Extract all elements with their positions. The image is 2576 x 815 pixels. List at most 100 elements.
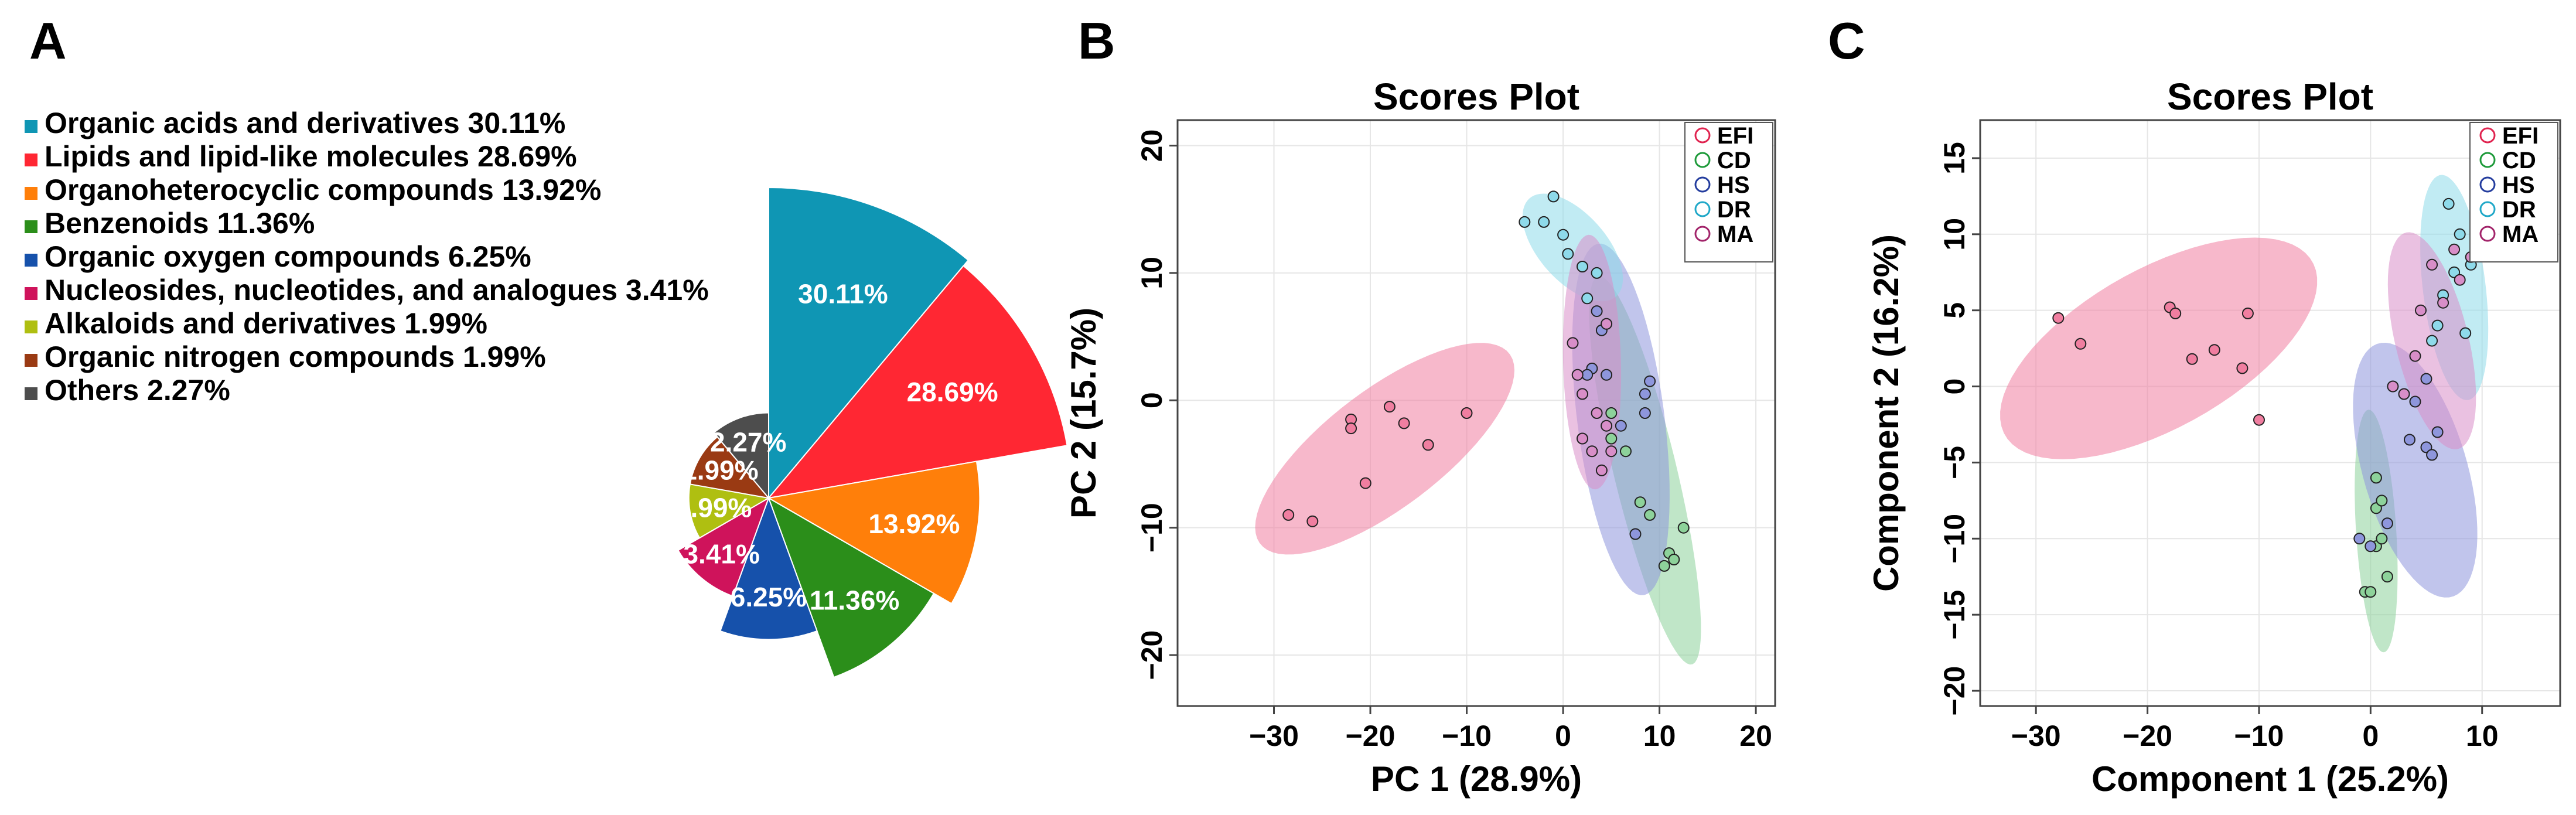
point-hs xyxy=(2353,533,2366,545)
point-cd xyxy=(2376,495,2388,507)
plot-title: Scores Plot xyxy=(2167,76,2373,118)
point-efi xyxy=(1306,515,1319,527)
point-efi xyxy=(1359,477,1371,489)
point-ma xyxy=(1605,445,1618,458)
y-tick-label: 5 xyxy=(1938,302,1971,319)
point-efi xyxy=(1422,439,1434,451)
legend-label-organoheterocyclic-compounds: Organoheterocyclic compounds 13.92% xyxy=(45,173,601,206)
pie-slice-labels: 30.11% 28.69% 13.92% 11.36%6.25% 3.41% 1.99% 1… xyxy=(675,278,998,615)
point-hs xyxy=(1601,369,1613,381)
data-points xyxy=(1282,190,1690,572)
pie-slice-organic-acids-and-derivatives xyxy=(768,186,970,500)
point-efi xyxy=(2075,337,2087,350)
legend-label-nucleosides-nucleotides-and-analogues: Nucleosides, nucleotides, and analogues … xyxy=(45,274,709,306)
point-efi xyxy=(2236,362,2249,374)
y-tick-label: −5 xyxy=(1938,446,1971,479)
pie-slice-label-alkaloids-and-derivatives: 1.99% xyxy=(675,493,752,523)
point-cd xyxy=(1634,496,1646,509)
legend-label-benzenoids: Benzenoids 11.36% xyxy=(45,207,315,240)
legend-label-others: Others 2.27% xyxy=(45,374,230,407)
pie-slice-label-lipids-and-lipid-like-molecules: 28.69% xyxy=(907,377,998,407)
pie-slice-benzenoids xyxy=(767,496,935,678)
legend-label-cd: CD xyxy=(1717,148,1751,173)
legend-label-organic-acids-and-derivatives: Organic acids and derivatives 30.11% xyxy=(45,107,565,139)
x-tick-label: 10 xyxy=(2466,719,2499,752)
pie-slice-label-others: 2.27% xyxy=(710,427,786,457)
legend-label-efi: EFI xyxy=(1717,123,1753,149)
legend-swatch-lipids-and-lipid-like-molecules xyxy=(25,154,37,166)
legend-box xyxy=(1684,122,1773,262)
point-ma xyxy=(1601,420,1613,432)
point-ma xyxy=(1586,445,1598,458)
point-ma xyxy=(2426,258,2438,271)
x-tick-label: −20 xyxy=(1346,719,1396,752)
point-dr xyxy=(2426,335,2438,347)
point-cd xyxy=(1620,445,1632,458)
x-axis-label: PC 1 (28.9%) xyxy=(1371,759,1582,799)
legend-label-organic-oxygen-compounds: Organic oxygen compounds 6.25% xyxy=(45,240,531,273)
panel-a-pie-chart: Organic acids and derivatives 30.11%Lipi… xyxy=(25,107,1068,678)
point-ma xyxy=(2448,243,2461,255)
x-tick-label: 10 xyxy=(1643,719,1676,752)
x-tick-label: 20 xyxy=(1739,719,1772,752)
legend-swatch-organoheterocyclic-compounds xyxy=(25,187,37,200)
point-efi xyxy=(1282,509,1295,521)
legend-label-hs: HS xyxy=(1717,172,1750,198)
point-hs xyxy=(2431,426,2444,438)
legend-marker-efi xyxy=(2479,127,2496,144)
point-dr xyxy=(1557,229,1570,241)
point-cd xyxy=(1605,432,1618,445)
point-hs xyxy=(2404,434,2415,446)
point-dr xyxy=(2442,197,2455,210)
point-hs xyxy=(1639,407,1651,419)
point-ma xyxy=(2398,388,2410,400)
point-dr xyxy=(1538,216,1550,228)
y-tick-label: 0 xyxy=(1938,378,1971,395)
point-dr xyxy=(1581,292,1594,305)
panel-b-letter: B xyxy=(1078,12,1115,70)
point-ma xyxy=(2437,296,2449,309)
x-tick-label: −30 xyxy=(1249,719,1299,752)
point-efi xyxy=(1461,407,1473,419)
point-efi xyxy=(2208,344,2220,356)
point-hs xyxy=(2365,540,2377,553)
legend-marker-dr xyxy=(1694,201,1711,217)
point-efi xyxy=(2241,307,2254,319)
point-hs xyxy=(2381,517,2393,530)
point-efi xyxy=(2169,307,2182,319)
y-tick-label: −20 xyxy=(1135,630,1168,680)
data-points xyxy=(2052,197,2477,598)
ellipse-efi xyxy=(1255,343,1514,555)
pie-slice-nucleosides-nucleotides-and-analogues xyxy=(677,496,770,597)
y-tick-label: 0 xyxy=(1135,392,1168,408)
pie-slice-lipids-and-lipid-like-molecules xyxy=(767,265,1068,499)
pie-slices xyxy=(677,186,1068,678)
point-cd xyxy=(1658,560,1670,572)
legend-label-cd: CD xyxy=(2502,148,2536,173)
legend-label-dr: DR xyxy=(1717,197,1751,223)
point-dr xyxy=(2454,228,2466,240)
point-ma xyxy=(2454,274,2466,286)
point-cd xyxy=(1644,509,1656,521)
y-tick-label: −20 xyxy=(1938,666,1971,716)
point-cd xyxy=(2370,472,2382,484)
point-efi xyxy=(1398,417,1410,429)
legend-swatch-others xyxy=(25,387,37,400)
axis-ticks: −30 −20 −10 0 10 −20 −15 −10 −5 0 5 10 15 xyxy=(1938,142,2499,752)
point-hs xyxy=(2409,395,2421,408)
pie-slice-others xyxy=(713,412,769,500)
y-tick-label: 10 xyxy=(1135,257,1168,289)
point-hs xyxy=(1591,305,1603,318)
legend-marker-efi xyxy=(1694,127,1711,144)
x-tick-label: −30 xyxy=(2011,719,2061,752)
axis-ticks: −30 −20 −10 0 10 20 −20 −10 0 10 20 xyxy=(1135,129,1772,752)
legend-swatch-benzenoids xyxy=(25,220,37,233)
x-tick-label: 0 xyxy=(2362,719,2379,752)
legend-label-lipids-and-lipid-like-molecules: Lipids and lipid-like molecules 28.69% xyxy=(45,140,577,173)
point-efi xyxy=(2253,414,2265,426)
point-ma xyxy=(1591,407,1603,419)
point-efi xyxy=(2186,353,2198,365)
point-ma xyxy=(1571,369,1584,381)
